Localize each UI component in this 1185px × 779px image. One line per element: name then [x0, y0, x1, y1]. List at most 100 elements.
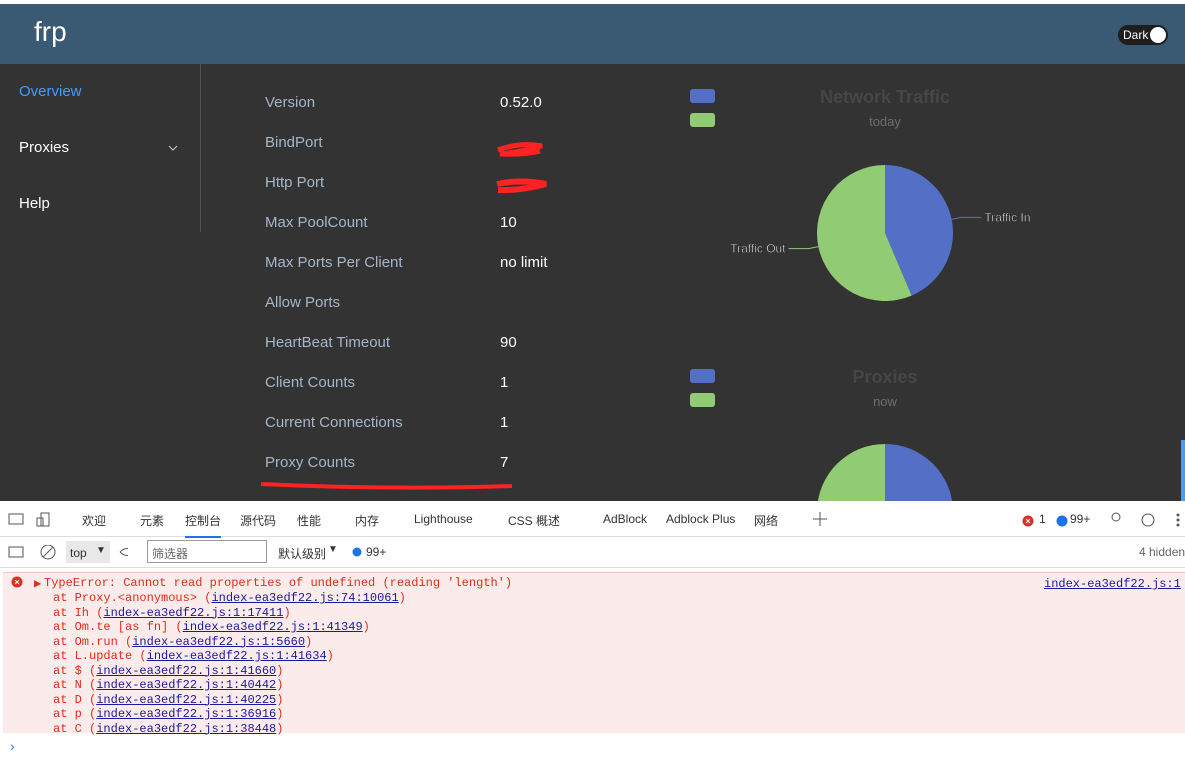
stack-link[interactable]: index-ea3edf22.js:74:10061: [211, 591, 399, 605]
error-text: TypeError: Cannot read properties of und…: [44, 576, 513, 590]
source-link[interactable]: index-ea3edf22.js:1: [1044, 577, 1181, 591]
console-prompt[interactable]: ›: [10, 738, 15, 754]
error-icon: [1022, 515, 1034, 527]
devtools-tab[interactable]: 网络: [754, 514, 779, 528]
devtools-tab[interactable]: 性能: [297, 514, 322, 528]
error-count[interactable]: 1: [1039, 512, 1046, 526]
info-label: BindPort: [265, 134, 323, 151]
info-label: Proxy Counts: [265, 454, 356, 471]
theme-toggle[interactable]: Dark: [1118, 25, 1168, 45]
chevron: [168, 145, 178, 151]
stack-link[interactable]: index-ea3edf22.js:1:41660: [96, 663, 277, 678]
legend-swatch[interactable]: [690, 393, 715, 407]
nav-item[interactable]: Proxies: [19, 139, 70, 156]
pie-slice[interactable]: [817, 444, 885, 501]
stack-link[interactable]: index-ea3edf22.js:1:36916: [96, 707, 277, 721]
slice-label: Traffic In: [984, 210, 1030, 224]
charts: Network Traffic today Traffic In Traffic Ou…: [260, 87, 1185, 501]
stack-suffix: ): [305, 634, 313, 649]
chart-subtitle: now: [873, 394, 897, 409]
devtools-tab[interactable]: CSS 概述: [508, 514, 561, 528]
devtools: 1 99+ 欢迎 元素 控制台 源代码 性能 内存 Lighthouse CSS 概述 AdBl…: [0, 502, 1185, 779]
stack-suffix: ): [276, 663, 284, 678]
stack-suffix: ): [362, 620, 370, 634]
logo[interactable]: frp: [34, 16, 67, 47]
label-line: [788, 246, 819, 250]
dropdown-arrow: ▼: [96, 545, 106, 556]
devtools-tab[interactable]: Adblock Plus: [666, 512, 736, 526]
devtools-tab[interactable]: 欢迎: [82, 514, 107, 528]
redaction: [496, 178, 547, 194]
console-toolbar: top ▼ 筛选器 默认级别 ▼ 99+ 4 hidden: [0, 537, 1185, 568]
stack-link[interactable]: index-ea3edf22.js:1:41349: [182, 620, 363, 634]
stack-line: at p (index-ea3edf22.js:1:36916): [53, 707, 283, 721]
chart-title: Proxies: [852, 367, 917, 387]
stack-prefix: at Proxy.<anonymous> (: [53, 591, 212, 605]
stack-line: at Ih (index-ea3edf22.js:1:17411): [53, 606, 291, 620]
stack-link[interactable]: index-ea3edf22.js:1:17411: [103, 605, 284, 620]
info-value: 90: [500, 334, 517, 351]
devtools-tab[interactable]: AdBlock: [603, 512, 648, 526]
scroll-tab: [1181, 440, 1185, 501]
pie-slice[interactable]: [885, 165, 953, 296]
stack-link[interactable]: index-ea3edf22.js:1:5660: [132, 634, 306, 649]
dropdown-arrow: ▼: [328, 544, 338, 555]
stack-line: at Om.te [as fn] (index-ea3edf22.js:1:41…: [53, 620, 370, 634]
stack-link[interactable]: index-ea3edf22.js:1:41634: [146, 649, 327, 663]
devtools-tab[interactable]: 内存: [355, 514, 380, 528]
info-label: Version: [265, 94, 316, 111]
info-label: Max PoolCount: [265, 214, 368, 231]
tool-icons: [8, 512, 50, 527]
info-value: 1: [500, 414, 509, 431]
legend-swatch[interactable]: [690, 113, 715, 127]
info-value: 0.52.0: [500, 94, 542, 111]
nav-item[interactable]: Help: [19, 195, 50, 212]
stack-prefix: at Om.run (: [53, 634, 133, 649]
error-message: ▶ TypeError: Cannot read properties of u…: [3, 572, 1185, 736]
stack-line: at L.update (index-ea3edf22.js:1:41634): [53, 649, 334, 663]
info-value: 1: [500, 374, 509, 391]
devtools-tab[interactable]: 源代码: [240, 514, 277, 528]
stack-suffix: ): [276, 707, 284, 721]
frp-dashboard: frp Dark Overview Proxies Help Version 0.…: [0, 4, 1185, 501]
underline: [260, 482, 513, 490]
placeholder: 筛选器: [152, 547, 189, 561]
devtools-tab[interactable]: 控制台: [185, 512, 222, 538]
level-select[interactable]: 默认级别: [278, 547, 327, 561]
message-count[interactable]: 99+: [1070, 512, 1091, 526]
info-value: no limit: [500, 254, 548, 271]
filter-input[interactable]: 筛选器: [147, 540, 267, 563]
info-label: Allow Ports: [265, 294, 341, 311]
devtools-tab[interactable]: 元素: [140, 514, 165, 528]
toggle-knob: [1150, 27, 1166, 43]
message-icon: [352, 547, 362, 557]
info-value: 10: [500, 214, 517, 231]
stack-link[interactable]: index-ea3edf22.js:1:40225: [96, 692, 277, 707]
legend-swatch[interactable]: [690, 369, 715, 383]
sidebar: Overview Proxies Help: [0, 64, 201, 232]
toolbar-icons: [8, 545, 128, 560]
stack-prefix: at p (: [53, 707, 97, 721]
pie-slice[interactable]: [817, 165, 912, 301]
error-icon: [11, 576, 23, 588]
devtools-tab[interactable]: Lighthouse: [414, 512, 473, 526]
expand-arrow[interactable]: ▶: [34, 577, 42, 591]
context-select[interactable]: top ▼: [66, 541, 110, 563]
stack-suffix: ): [326, 649, 334, 663]
legend-swatch[interactable]: [690, 89, 715, 103]
stack-line: at C (index-ea3edf22.js:1:38448): [53, 722, 283, 736]
hidden-count: 4 hidden: [1139, 545, 1185, 559]
nav-item[interactable]: Overview: [19, 83, 82, 100]
info-value: 7: [500, 454, 509, 471]
chart-title: Network Traffic: [820, 87, 950, 107]
toggle-label: Dark: [1123, 28, 1149, 42]
stack-suffix: ): [276, 692, 284, 707]
stack-link[interactable]: index-ea3edf22.js:1:40442: [96, 678, 277, 692]
stack-prefix: at N (: [53, 678, 97, 692]
slice-label: Traffic Out: [730, 242, 786, 256]
stack-prefix: at Ih (: [53, 605, 104, 620]
pie-slice[interactable]: [885, 444, 953, 501]
add-tab[interactable]: [812, 511, 828, 527]
stack-link[interactable]: index-ea3edf22.js:1:38448: [96, 721, 277, 736]
message-count: 99+: [366, 545, 387, 559]
